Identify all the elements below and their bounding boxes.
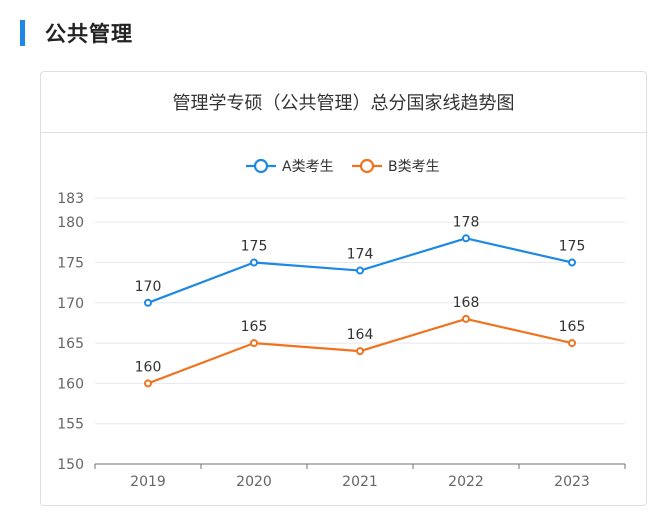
chart-title: 管理学专硕（公共管理）总分国家线趋势图	[172, 93, 515, 114]
x-tick-label: 2020	[236, 474, 272, 490]
data-point	[144, 298, 152, 307]
data-label: 165	[559, 319, 586, 335]
data-point	[356, 266, 364, 275]
data-point	[568, 339, 576, 348]
x-tick-label: 2022	[448, 474, 484, 490]
x-tick-label: 2021	[342, 474, 378, 490]
data-label: 175	[241, 238, 268, 254]
data-point	[250, 339, 258, 348]
y-tick-label: 183	[57, 191, 84, 207]
x-tick-label: 2019	[130, 474, 166, 490]
data-label: 164	[347, 327, 374, 343]
data-label: 160	[135, 359, 162, 375]
section-header: 公共管理	[20, 18, 133, 48]
data-label: 175	[559, 238, 586, 254]
data-label: 168	[453, 295, 480, 311]
data-label: 178	[453, 214, 480, 230]
data-label: 174	[347, 247, 374, 263]
y-tick-label: 160	[57, 376, 84, 392]
x-tick-label: 2023	[554, 474, 590, 490]
data-label: 170	[135, 279, 162, 295]
data-point	[144, 379, 152, 388]
chart-card-header: 管理学专硕（公共管理）总分国家线趋势图	[41, 72, 646, 133]
y-tick-label: 155	[57, 417, 84, 433]
legend-label: B类考生	[388, 159, 440, 175]
chart-card: 管理学专硕（公共管理）总分国家线趋势图	[40, 71, 647, 506]
data-label: 165	[241, 319, 268, 335]
data-point	[462, 234, 470, 243]
y-tick-label: 180	[57, 215, 84, 231]
data-point	[250, 258, 258, 267]
y-tick-label: 170	[57, 296, 84, 312]
legend-marker	[253, 158, 269, 174]
section-title: 公共管理	[45, 22, 133, 46]
y-tick-label: 150	[57, 457, 84, 473]
data-point	[356, 347, 364, 356]
y-tick-label: 165	[57, 336, 84, 352]
section-accent-bar	[20, 20, 25, 46]
y-tick-label: 175	[57, 255, 84, 271]
legend-marker	[359, 158, 375, 174]
data-point	[462, 314, 470, 323]
legend-label: A类考生	[282, 159, 334, 175]
data-point	[568, 258, 576, 267]
